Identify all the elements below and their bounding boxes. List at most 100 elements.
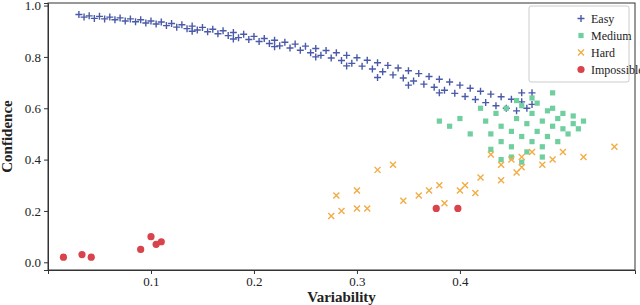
point <box>529 111 534 116</box>
point <box>389 71 396 78</box>
point <box>535 101 540 106</box>
point <box>400 198 406 204</box>
point <box>451 90 458 97</box>
point <box>478 106 483 111</box>
legend-item: Easy <box>578 12 615 26</box>
point <box>297 47 304 54</box>
y-tick: 0.0 <box>25 255 48 270</box>
point <box>369 65 376 72</box>
point <box>581 118 586 123</box>
point <box>88 254 95 261</box>
point <box>540 118 545 123</box>
point <box>400 74 407 81</box>
point <box>545 134 550 139</box>
x-axis-title: Variability <box>307 289 376 305</box>
point <box>482 99 489 106</box>
point <box>416 193 422 199</box>
point <box>529 95 534 100</box>
point <box>312 53 319 60</box>
point <box>220 27 227 34</box>
x-axis-line <box>49 271 636 275</box>
point <box>426 187 432 193</box>
point <box>426 73 433 80</box>
legend-marker <box>578 33 583 38</box>
point <box>493 111 498 116</box>
point <box>137 246 144 253</box>
point <box>374 59 381 66</box>
y-axis-line <box>44 4 49 271</box>
point <box>468 131 473 136</box>
point <box>472 190 478 196</box>
y-tick: 0.6 <box>25 101 48 116</box>
point <box>457 116 462 121</box>
point <box>571 121 576 126</box>
y-tick-label: 0.6 <box>25 101 42 116</box>
y-tick: 1.0 <box>25 0 48 13</box>
point <box>374 74 381 81</box>
point <box>456 82 463 89</box>
x-axis: 0.10.20.30.4 <box>49 270 636 289</box>
point <box>478 175 484 181</box>
point <box>581 154 587 160</box>
point <box>529 101 536 108</box>
point <box>488 151 494 157</box>
point <box>519 160 524 165</box>
point <box>540 154 545 159</box>
point <box>375 167 381 173</box>
legend-item: Hard <box>578 46 615 60</box>
point <box>384 62 391 69</box>
point <box>487 91 494 98</box>
x-tick-label: 0.3 <box>349 274 365 289</box>
point <box>509 144 514 149</box>
point <box>492 102 499 109</box>
point <box>354 205 360 211</box>
legend-item: Impossible <box>577 63 640 77</box>
point <box>405 82 412 89</box>
x-tick: 0.4 <box>452 270 469 289</box>
point <box>560 111 565 116</box>
y-tick-mark <box>44 108 48 109</box>
point <box>302 43 309 50</box>
y-tick-label: 0.0 <box>25 255 41 270</box>
legend-label: Hard <box>591 46 615 60</box>
point <box>529 89 536 96</box>
point <box>540 144 545 149</box>
point <box>565 131 570 136</box>
point <box>78 251 85 258</box>
point <box>287 44 294 51</box>
point <box>240 31 247 38</box>
point <box>328 54 335 61</box>
point <box>514 116 519 121</box>
point <box>498 177 504 183</box>
y-axis: 0.00.20.40.60.81.0 <box>25 0 49 271</box>
point <box>420 81 427 88</box>
legend-label: Easy <box>591 12 614 26</box>
point <box>555 139 560 144</box>
point <box>364 57 371 64</box>
point <box>317 52 324 59</box>
point <box>441 200 447 206</box>
legend: EasyMediumHardImpossible <box>529 6 640 82</box>
point <box>499 124 504 129</box>
point <box>545 108 550 113</box>
x-tick: 0.3 <box>349 270 365 289</box>
plot-frame <box>48 3 635 270</box>
y-tick-label: 0.8 <box>25 50 41 65</box>
point <box>178 21 185 28</box>
point <box>523 105 530 112</box>
point <box>518 89 525 96</box>
point <box>472 96 479 103</box>
point <box>137 16 144 23</box>
point <box>519 154 525 160</box>
y-tick-mark <box>44 211 48 212</box>
point <box>513 107 520 114</box>
legend-symbol <box>578 15 585 22</box>
legend-symbol <box>578 33 583 38</box>
y-tick: 0.4 <box>25 152 48 167</box>
point <box>271 37 278 44</box>
point <box>339 208 345 214</box>
point <box>235 34 242 41</box>
chart: 0.10.20.30.40.00.20.40.60.81.0Variabilit… <box>0 0 640 305</box>
point <box>147 233 154 240</box>
point <box>514 169 520 175</box>
